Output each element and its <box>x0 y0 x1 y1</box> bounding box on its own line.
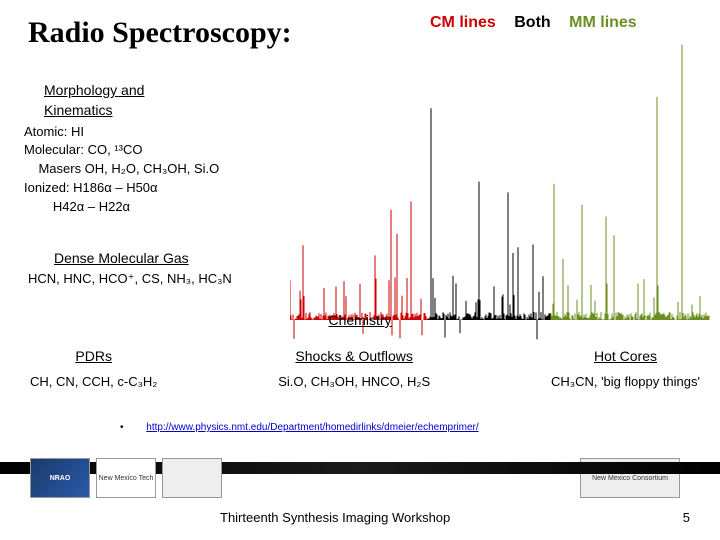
bullet-icon: • <box>120 422 124 433</box>
reference-link[interactable]: http://www.physics.nmt.edu/Department/ho… <box>146 422 478 433</box>
col-cores-body: CH₃CN, 'big floppy things' <box>551 374 700 389</box>
logo-nmt: New Mexico Tech <box>96 458 156 498</box>
legend-both: Both <box>514 14 550 31</box>
page-number: 5 <box>683 510 690 525</box>
page-title: Radio Spectroscopy: <box>28 16 292 50</box>
dense-gas-block: Dense Molecular Gas HCN, HNC, HCO⁺, CS, … <box>28 248 278 289</box>
col-cores: Hot Cores CH₃CN, 'big floppy things' <box>551 348 700 389</box>
dense-heading: Dense Molecular Gas <box>54 248 278 268</box>
morphology-line: Masers OH, H₂O, CH₃OH, Si.O <box>24 160 284 179</box>
morphology-line: Molecular: CO, ¹³CO <box>24 141 284 160</box>
col-shocks: Shocks & Outflows Si.O, CH₃OH, HNCO, H₂S <box>278 348 430 389</box>
chemistry-block: Chemistry <box>300 310 420 332</box>
logo-strip: NRAO New Mexico Tech <box>30 458 222 498</box>
logo-misc <box>162 458 222 498</box>
reference-link-row: • http://www.physics.nmt.edu/Department/… <box>120 422 479 433</box>
spectrum-plot <box>290 30 710 350</box>
col-shocks-heading: Shocks & Outflows <box>278 348 430 364</box>
morphology-line: H42α – H22α <box>24 198 284 217</box>
legend-mm: MM lines <box>569 14 637 31</box>
logo-nrao: NRAO <box>30 458 90 498</box>
chemistry-columns: PDRs CH, CN, CCH, c-C₃H₂ Shocks & Outflo… <box>30 348 700 389</box>
col-pdrs-body: CH, CN, CCH, c-C₃H₂ <box>30 374 157 389</box>
chemistry-heading: Chemistry <box>300 310 420 330</box>
legend-cm: CM lines <box>430 14 496 31</box>
col-cores-heading: Hot Cores <box>551 348 700 364</box>
col-shocks-body: Si.O, CH₃OH, HNCO, H₂S <box>278 374 430 389</box>
col-pdrs-heading: PDRs <box>30 348 157 364</box>
morphology-block: Morphology andKinematics Atomic: HIMolec… <box>24 80 284 217</box>
morphology-line: Ionized: H186α – H50α <box>24 179 284 198</box>
col-pdrs: PDRs CH, CN, CCH, c-C₃H₂ <box>30 348 157 389</box>
footer-text: Thirteenth Synthesis Imaging Workshop <box>220 510 450 525</box>
dense-body: HCN, HNC, HCO⁺, CS, NH₃, HC₃N <box>28 270 278 289</box>
morphology-heading: Morphology andKinematics <box>44 80 284 121</box>
morphology-line: Atomic: HI <box>24 123 284 142</box>
